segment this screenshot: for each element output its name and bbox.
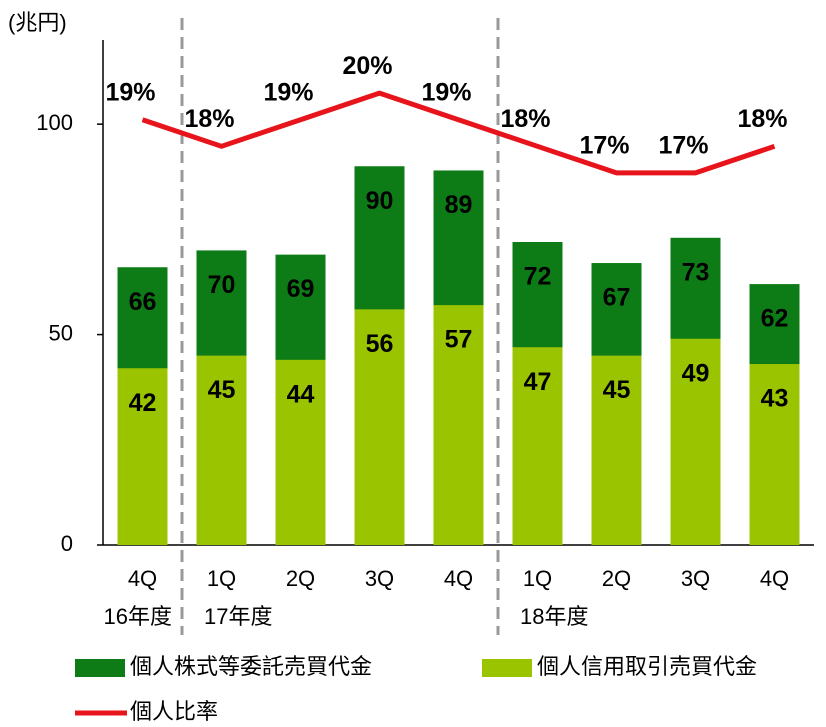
- data-label: 57: [445, 326, 473, 354]
- group-label: 18年度: [520, 604, 588, 629]
- bar: [196, 355, 247, 545]
- group-label: 17年度: [204, 604, 272, 629]
- data-label: 45: [603, 376, 631, 404]
- data-label: 49: [682, 359, 710, 387]
- data-label: 42: [129, 389, 157, 417]
- data-label: 17%: [658, 132, 708, 160]
- legend-swatch: [482, 659, 532, 677]
- x-tick-label: 4Q: [760, 566, 789, 591]
- legend-label: 個人信用取引売買代金: [537, 654, 757, 679]
- data-label: 47: [524, 368, 552, 396]
- data-label: 18%: [737, 105, 787, 133]
- bar: [512, 347, 563, 545]
- x-tick-label: 4Q: [128, 566, 157, 591]
- data-label: 18%: [500, 105, 550, 133]
- data-label: 89: [445, 191, 473, 219]
- y-tick-label: 0: [61, 531, 73, 556]
- data-label: 19%: [105, 78, 155, 106]
- data-label: 17%: [579, 132, 629, 160]
- bar: [117, 368, 168, 545]
- x-tick-label: 3Q: [681, 566, 710, 591]
- legend-label: 個人株式等委託売買代金: [130, 654, 372, 679]
- data-label: 72: [524, 263, 552, 291]
- data-label: 20%: [342, 52, 392, 80]
- data-label: 44: [287, 380, 315, 408]
- data-label: 62: [761, 305, 789, 333]
- data-label: 90: [366, 187, 394, 215]
- bar: [749, 364, 800, 545]
- x-tick-label: 1Q: [523, 566, 552, 591]
- data-label: 43: [761, 385, 789, 413]
- y-axis-label: (兆円): [8, 10, 67, 35]
- y-tick-label: 50: [49, 320, 73, 345]
- bar: [354, 309, 405, 545]
- data-label: 67: [603, 284, 631, 312]
- data-label: 45: [208, 376, 236, 404]
- bar: [433, 305, 484, 545]
- data-label: 73: [682, 258, 710, 286]
- bar: [591, 355, 642, 545]
- y-tick-label: 100: [36, 110, 73, 135]
- data-label: 69: [287, 275, 315, 303]
- x-tick-label: 4Q: [444, 566, 473, 591]
- x-tick-label: 3Q: [365, 566, 394, 591]
- legend-label: 個人比率: [130, 699, 218, 724]
- data-label: 66: [129, 288, 157, 316]
- data-label: 56: [366, 330, 394, 358]
- legend-swatch: [75, 659, 125, 677]
- x-tick-label: 1Q: [207, 566, 236, 591]
- data-label: 19%: [421, 78, 471, 106]
- data-label: 18%: [184, 105, 234, 133]
- data-label: 70: [208, 271, 236, 299]
- bar: [670, 338, 721, 545]
- line: [141, 90, 776, 176]
- x-tick-label: 2Q: [286, 566, 315, 591]
- group-label: 16年度: [104, 604, 172, 629]
- x-tick-label: 2Q: [602, 566, 631, 591]
- bar: [275, 359, 326, 545]
- data-label: 19%: [263, 78, 313, 106]
